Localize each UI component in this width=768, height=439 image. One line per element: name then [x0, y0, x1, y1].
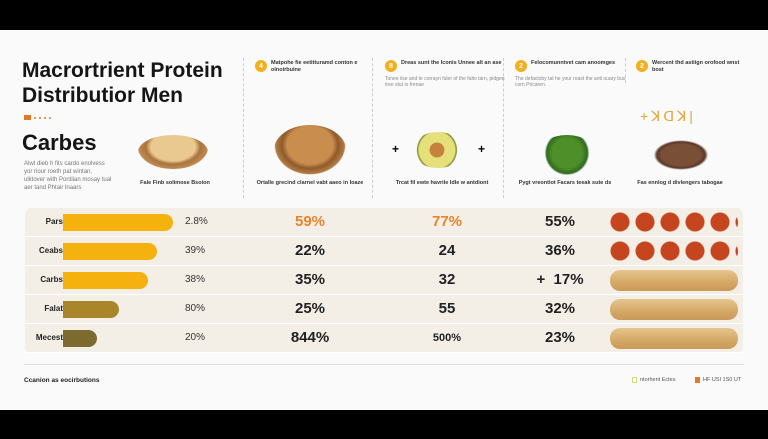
page-title: Macrortrient Protein Distributior Men	[22, 59, 223, 107]
bar-value-label: 20%	[185, 332, 206, 343]
table-row: Falat 80% 25% 55 32%	[25, 295, 743, 324]
data-table: Pars 2.8% 59% 77% 55% Ceabs 39% 22% 24 3…	[25, 208, 743, 353]
legend-label: HF USI 1S0 UT	[703, 377, 742, 383]
column-heading: Wercent thd astiign orofood wnst bost	[652, 60, 740, 73]
col4-value: 55%	[544, 213, 576, 230]
bar	[63, 330, 97, 347]
col4-value: 32%	[544, 300, 576, 317]
row-label: Ceabs	[38, 246, 63, 255]
table-row: Carbs 38% 35% 32 + 17%	[25, 266, 743, 295]
col2-value: 22%	[294, 242, 326, 259]
item-caption: Fale Finb solimose Bsoion	[140, 180, 210, 186]
bar	[63, 243, 157, 260]
divider	[625, 58, 626, 83]
almonds-bowl-image	[138, 135, 208, 169]
column-subtext: The defactoby tat he your roast the anti…	[515, 76, 626, 88]
step-number-badge: 8	[385, 60, 397, 72]
infographic: Macrortrient Protein Distributior Men Ca…	[0, 30, 768, 410]
plus-icon: +	[392, 142, 400, 156]
row-label: Falat	[44, 304, 63, 313]
divider	[503, 58, 504, 198]
col4-value: 23%	[544, 329, 576, 346]
column-header: 2 Wercent thd astiign orofood wnst bost	[636, 60, 741, 74]
col3-value: 55	[438, 300, 456, 317]
column-heading: Felocomunntvet cam anoomges	[531, 60, 616, 66]
row-label: Mecest	[35, 333, 63, 342]
bar	[63, 272, 148, 289]
col3-value: 32	[438, 271, 456, 288]
table-row: Mecest 20% 844% 500% 23%	[25, 324, 743, 353]
column-heading: Matpohe fie eetitturamd conton e olnoirb…	[271, 60, 358, 73]
legend-item: ntorhent Ectes	[632, 377, 675, 383]
bar	[63, 301, 119, 318]
item-caption: Ortalle grecind clarnel vabt aaeo in Ioa…	[256, 180, 364, 186]
plus-icon: +	[478, 142, 486, 156]
col3-value: 77%	[431, 213, 463, 230]
avocado-image	[412, 132, 464, 168]
section-description: Alwt dieb h fits cardo enolvess yor riou…	[24, 161, 112, 191]
column-header: 4 Matpohe fie eetitturamd conton e olnoir…	[255, 60, 375, 74]
doodle-icon: +ꓘꓷꓘ|	[640, 108, 696, 124]
legend-item: HF USI 1S0 UT	[695, 377, 741, 383]
col2-value: 25%	[294, 300, 326, 317]
bar	[63, 214, 174, 231]
col2-value: 59%	[294, 213, 326, 230]
col2-value: 844%	[290, 329, 330, 346]
column-subtext: Tonee iise and te corrayn fuler of the f…	[385, 76, 505, 88]
pagination-dots	[24, 115, 51, 120]
broccoli-image	[537, 135, 597, 175]
col2-value: 35%	[294, 271, 326, 288]
col4-value: + 17%	[536, 271, 584, 288]
item-caption: Fas ennlog d divlengers tabogae	[637, 180, 723, 186]
step-number-badge: 4	[255, 60, 267, 72]
bread-image	[610, 270, 738, 291]
coffee-beans-image	[650, 138, 712, 172]
col3-value: 500%	[432, 332, 462, 344]
table-row: Ceabs 39% 22% 24 36%	[25, 237, 743, 266]
peanuts-bowl-image	[274, 125, 346, 175]
bar-value-label: 2.8%	[185, 216, 208, 227]
divider	[243, 58, 244, 198]
table-row: Pars 2.8% 59% 77% 55%	[25, 208, 743, 237]
item-caption: Pygt vreontiot Facars teeak sute ds	[518, 180, 612, 186]
row-label: Pars	[45, 217, 63, 226]
item-caption: Trcat fil ewte havrile Idle w antdiont	[395, 180, 489, 186]
footer-caption: Ccanion as eocirbutions	[24, 377, 100, 384]
legend-swatch	[632, 377, 637, 383]
bread-image	[610, 328, 738, 349]
step-number-badge: 2	[636, 60, 648, 72]
bar-value-label: 80%	[185, 303, 206, 314]
footer-divider	[24, 364, 744, 365]
bread-image	[610, 299, 738, 320]
column-header: 8 Dreas sunt the Iconis Unnee alt an ase T…	[385, 60, 505, 88]
divider	[372, 58, 373, 198]
column-header: 2 Felocomunntvet cam anoomges The defactob…	[515, 60, 635, 88]
legend-label: ntorhent Ectes	[640, 377, 676, 383]
col4-value: 36%	[544, 242, 576, 259]
column-heading: Dreas sunt the Iconis Unnee alt an ase	[401, 60, 502, 66]
salami-image	[610, 212, 738, 233]
row-label: Carbs	[40, 275, 63, 284]
salami-image	[610, 241, 738, 262]
bar-value-label: 39%	[185, 245, 206, 256]
step-number-badge: 2	[515, 60, 527, 72]
legend-swatch	[695, 377, 700, 383]
section-title: Carbes	[22, 130, 97, 155]
col3-value: 24	[438, 242, 456, 259]
bar-value-label: 38%	[185, 274, 206, 285]
